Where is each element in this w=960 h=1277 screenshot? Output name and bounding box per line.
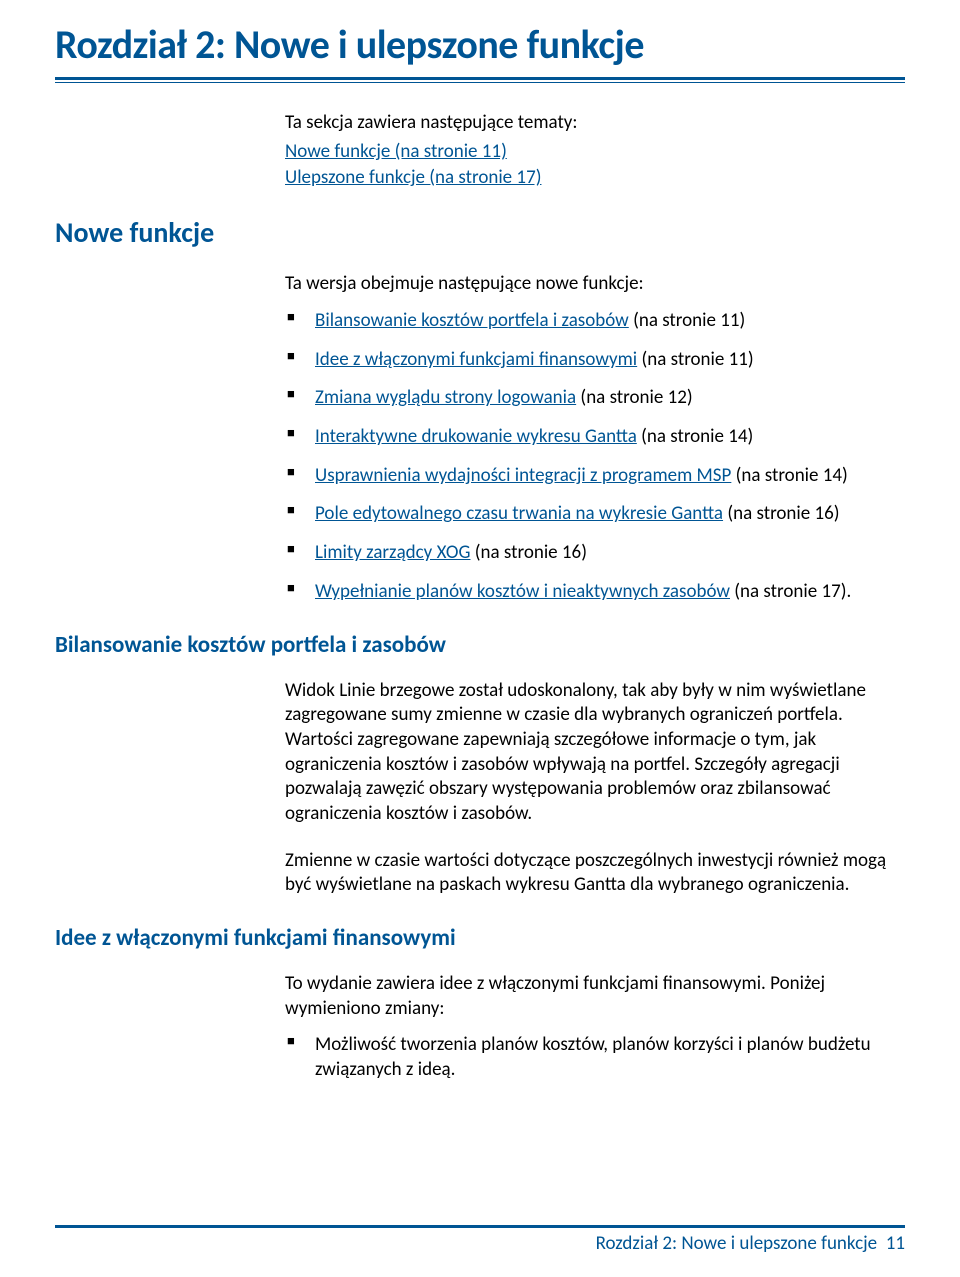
footer-rule bbox=[55, 1225, 905, 1228]
page-ref: (na stronie 16) bbox=[723, 502, 839, 525]
feature-link[interactable]: Pole edytowalnego czasu trwania na wykre… bbox=[315, 502, 723, 525]
list-item: Możliwość tworzenia planów kosztów, plan… bbox=[285, 1033, 905, 1082]
feature-link[interactable]: Zmiana wyglądu strony logowania bbox=[315, 386, 576, 409]
toc-link-new[interactable]: Nowe funkcje (na stronie 11) bbox=[285, 140, 905, 163]
page-ref: (na stronie 12) bbox=[576, 386, 692, 409]
footer-chapter-label: Rozdział 2: Nowe i ulepszone funkcje bbox=[596, 1232, 878, 1255]
feature-link[interactable]: Idee z włączonymi funkcjami finansowymi bbox=[315, 348, 637, 371]
page-ref: (na stronie 14) bbox=[731, 464, 847, 487]
list-item: Interaktywne drukowanie wykresu Gantta (… bbox=[285, 425, 905, 450]
feature-link[interactable]: Limity zarządcy XOG bbox=[315, 541, 470, 564]
new-features-intro: Ta wersja obejmuje następujące nowe funk… bbox=[285, 272, 905, 295]
title-rule bbox=[55, 77, 905, 83]
page-ref: (na stronie 11) bbox=[637, 348, 753, 371]
feature-link[interactable]: Wypełnianie planów kosztów i nieaktywnyc… bbox=[315, 580, 730, 603]
list-item: Bilansowanie kosztów portfela i zasobów … bbox=[285, 309, 905, 334]
sub2-list: Możliwość tworzenia planów kosztów, plan… bbox=[285, 1033, 905, 1082]
paragraph: To wydanie zawiera idee z włączonymi fun… bbox=[285, 972, 905, 1021]
feature-link[interactable]: Interaktywne drukowanie wykresu Gantta bbox=[315, 425, 637, 448]
footer-page-number: 11 bbox=[886, 1232, 905, 1255]
chapter-title: Rozdział 2: Nowe i ulepszone funkcje bbox=[55, 20, 905, 69]
paragraph: Zmienne w czasie wartości dotyczące posz… bbox=[285, 849, 905, 898]
list-item: Idee z włączonymi funkcjami finansowymi … bbox=[285, 348, 905, 373]
paragraph: Widok Linie brzegowe został udoskonalony… bbox=[285, 679, 905, 827]
page-footer: Rozdział 2: Nowe i ulepszone funkcje 11 bbox=[55, 1225, 905, 1255]
toc-intro: Ta sekcja zawiera następujące tematy: bbox=[285, 111, 905, 134]
page-ref: (na stronie 11) bbox=[629, 309, 745, 332]
page-ref: (na stronie 14) bbox=[637, 425, 753, 448]
sub1-body: Widok Linie brzegowe został udoskonalony… bbox=[285, 679, 905, 899]
toc-link-improved[interactable]: Ulepszone funkcje (na stronie 17) bbox=[285, 166, 905, 189]
toc-block: Ta sekcja zawiera następujące tematy: No… bbox=[285, 111, 905, 189]
section-heading-new: Nowe funkcje bbox=[55, 215, 905, 250]
feature-link[interactable]: Bilansowanie kosztów portfela i zasobów bbox=[315, 309, 629, 332]
list-item: Limity zarządcy XOG (na stronie 16) bbox=[285, 541, 905, 566]
subheading-ideas: Idee z włączonymi funkcjami finansowymi bbox=[55, 924, 905, 952]
new-features-list: Bilansowanie kosztów portfela i zasobów … bbox=[285, 309, 905, 605]
page-ref: (na stronie 17). bbox=[730, 580, 851, 603]
list-item: Zmiana wyglądu strony logowania (na stro… bbox=[285, 386, 905, 411]
new-features-block: Ta wersja obejmuje następujące nowe funk… bbox=[285, 272, 905, 605]
list-item: Wypełnianie planów kosztów i nieaktywnyc… bbox=[285, 580, 905, 605]
sub2-body: To wydanie zawiera idee z włączonymi fun… bbox=[285, 972, 905, 1083]
footer-text: Rozdział 2: Nowe i ulepszone funkcje 11 bbox=[55, 1232, 905, 1255]
page-ref: (na stronie 16) bbox=[470, 541, 586, 564]
list-item: Usprawnienia wydajności integracji z pro… bbox=[285, 464, 905, 489]
list-item: Pole edytowalnego czasu trwania na wykre… bbox=[285, 502, 905, 527]
feature-link[interactable]: Usprawnienia wydajności integracji z pro… bbox=[315, 464, 731, 487]
subheading-balancing: Bilansowanie kosztów portfela i zasobów bbox=[55, 631, 905, 659]
